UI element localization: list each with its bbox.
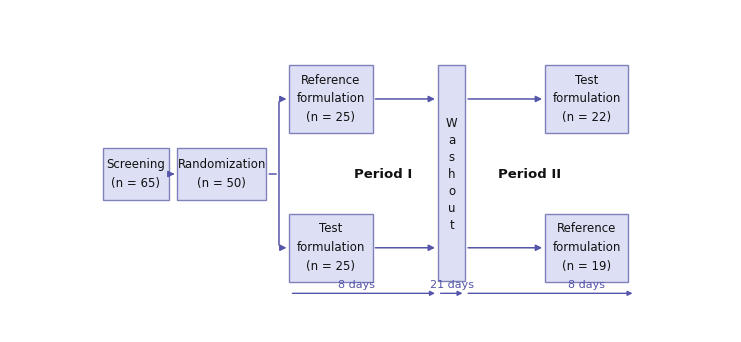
Text: W
a
s
h
o
u
t: W a s h o u t bbox=[446, 117, 457, 232]
Text: 8 days: 8 days bbox=[568, 280, 605, 290]
FancyBboxPatch shape bbox=[289, 213, 373, 282]
Text: Test: Test bbox=[575, 74, 598, 87]
FancyBboxPatch shape bbox=[545, 65, 628, 133]
Text: (n = 22): (n = 22) bbox=[562, 111, 611, 124]
Text: (n = 50): (n = 50) bbox=[197, 177, 246, 190]
Text: Reference: Reference bbox=[302, 74, 361, 87]
Text: (n = 25): (n = 25) bbox=[307, 260, 356, 273]
FancyBboxPatch shape bbox=[177, 148, 266, 200]
Text: 21 days: 21 days bbox=[430, 280, 473, 290]
FancyBboxPatch shape bbox=[545, 213, 628, 282]
Text: Period II: Period II bbox=[497, 168, 561, 181]
Text: 8 days: 8 days bbox=[339, 280, 375, 290]
Text: formulation: formulation bbox=[296, 241, 365, 254]
Text: Reference: Reference bbox=[556, 222, 617, 235]
Text: formulation: formulation bbox=[296, 92, 365, 105]
FancyBboxPatch shape bbox=[103, 148, 169, 200]
Text: (n = 19): (n = 19) bbox=[562, 260, 611, 273]
Text: formulation: formulation bbox=[552, 241, 621, 254]
Text: Test: Test bbox=[319, 222, 342, 235]
Text: Period I: Period I bbox=[353, 168, 412, 181]
FancyBboxPatch shape bbox=[289, 65, 373, 133]
Text: formulation: formulation bbox=[552, 92, 621, 105]
Text: (n = 25): (n = 25) bbox=[307, 111, 356, 124]
FancyBboxPatch shape bbox=[438, 65, 465, 281]
Text: Randomization: Randomization bbox=[178, 158, 266, 171]
Text: (n = 65): (n = 65) bbox=[111, 177, 160, 190]
Text: Screening: Screening bbox=[106, 158, 165, 171]
